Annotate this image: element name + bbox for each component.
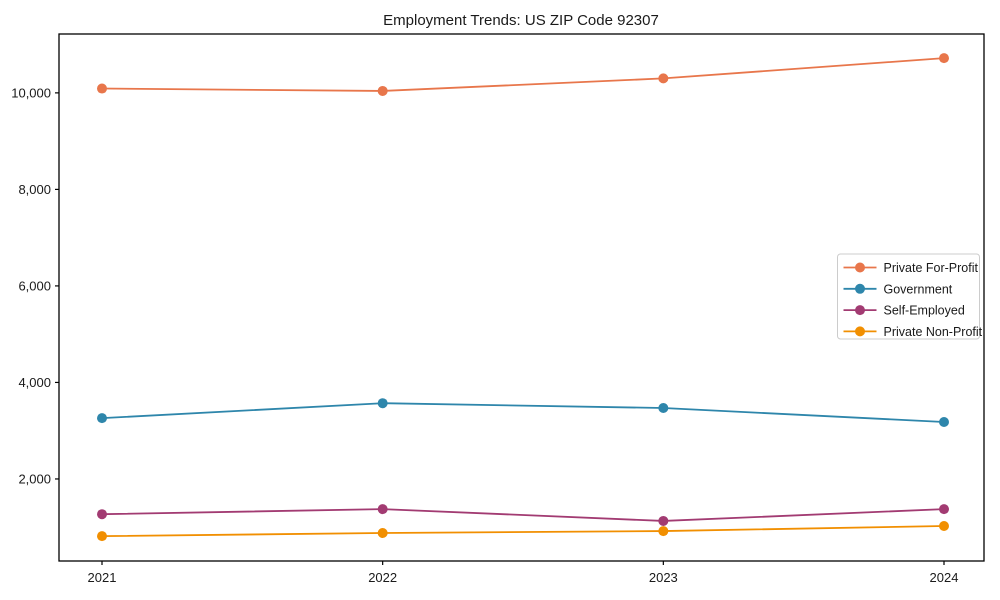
data-point-marker [939,53,949,64]
y-tick-label: 10,000 [11,85,51,100]
data-point-marker [97,413,107,424]
x-axis: 2021 2022 2023 2024 [88,561,959,585]
series-government [97,398,949,428]
legend-entry: Private For-Profit [843,261,979,275]
y-tick-label: 6,000 [18,278,51,293]
data-point-marker [377,398,388,409]
x-tick-label: 2021 [88,570,117,585]
data-point-marker [658,515,669,526]
legend-entry: Private Non-Profit [843,325,983,339]
y-tick-label: 8,000 [18,182,51,197]
legend-marker [855,283,865,294]
legend-entry: Government [843,282,953,296]
legend-box [837,253,980,340]
legend-label: Private Non-Profit [884,325,983,339]
chart-title: Employment Trends: US ZIP Code 92307 [383,12,659,29]
series-line [101,525,945,538]
data-point-marker [377,85,388,96]
data-point-marker [658,73,669,84]
series-line [101,402,945,423]
y-axis: 2,000 4,000 6,000 8,000 10,000 [11,85,59,486]
legend-label: Government [884,282,953,296]
y-tick-label: 2,000 [18,471,51,486]
data-point-marker [97,83,107,94]
series-private-for-profit [97,53,949,96]
series-private-non-profit [97,521,949,542]
x-tick-label: 2024 [930,570,959,585]
series-line [101,57,945,92]
data-point-marker [377,504,388,515]
data-point-marker [939,417,949,428]
legend-marker [855,305,865,316]
data-point-marker [658,526,669,537]
legend-label: Self-Employed [884,304,965,318]
data-point-marker [97,531,107,542]
data-point-marker [97,509,107,520]
legend: Private For-Profit Government Self-Employe… [837,253,983,340]
legend-entry: Self-Employed [843,304,965,318]
series-group [97,53,949,542]
x-tick-label: 2023 [649,570,678,585]
data-point-marker [658,403,669,414]
legend-label: Private For-Profit [884,261,979,275]
x-tick-label: 2022 [368,570,397,585]
plot-border [58,33,985,562]
legend-marker [855,326,865,337]
data-point-marker [939,521,949,532]
series-line [101,508,945,522]
data-point-marker [939,504,949,515]
data-point-marker [377,528,388,539]
y-tick-label: 4,000 [18,375,51,390]
legend-marker [855,262,865,273]
series-self-employed [97,504,949,526]
